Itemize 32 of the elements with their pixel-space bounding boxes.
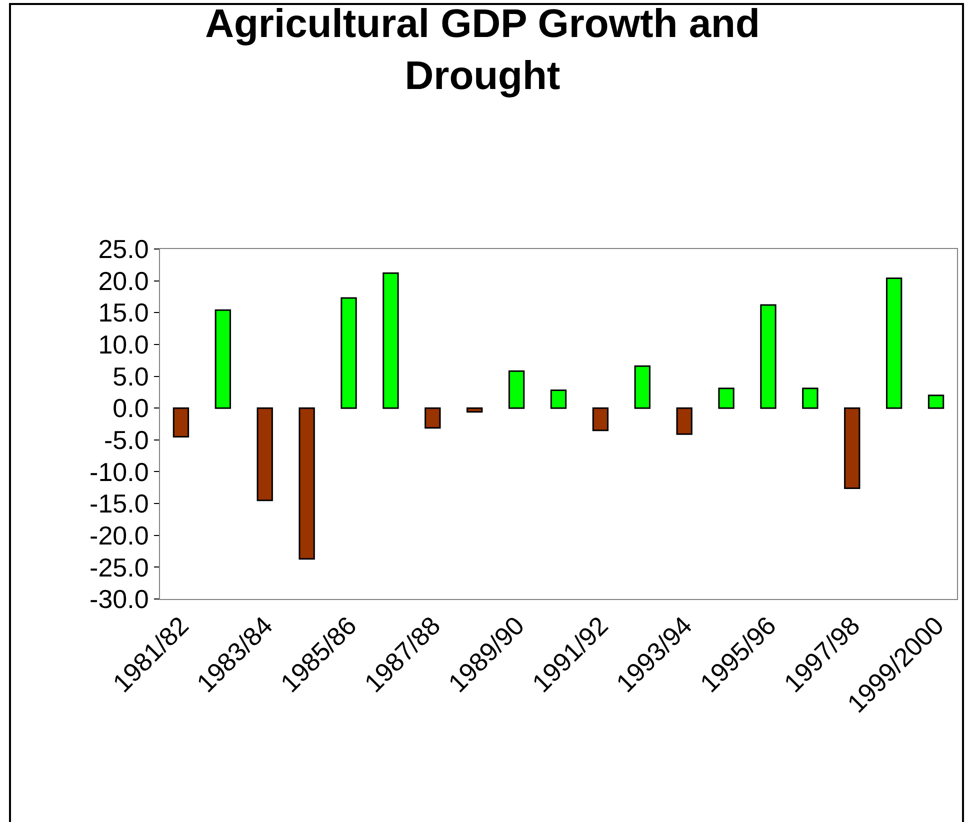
y-tick-label: 25.0	[98, 234, 149, 264]
y-tick-label: -15.0	[90, 488, 149, 519]
y-tick-label: 0.0	[112, 393, 149, 424]
bar	[508, 370, 525, 409]
y-tick-label: 15.0	[98, 298, 149, 328]
bar	[886, 278, 902, 409]
bar	[214, 309, 232, 409]
bar	[718, 388, 734, 409]
bar	[802, 388, 818, 409]
y-tick-label: -30.0	[90, 584, 149, 614]
bar	[676, 407, 692, 435]
bar	[424, 407, 441, 429]
bar	[340, 297, 357, 409]
bar	[550, 390, 567, 409]
chart-title: Agricultural GDP Growth and Drought	[205, 2, 760, 98]
bar	[382, 272, 399, 409]
bar	[844, 407, 860, 490]
y-tick-label: 5.0	[112, 361, 149, 392]
y-tick-label: -25.0	[90, 552, 149, 582]
y-tick-label: -5.0	[104, 425, 149, 456]
y-tick-label: -10.0	[90, 456, 149, 487]
bar	[760, 304, 776, 409]
bar	[256, 407, 273, 502]
bar	[298, 407, 315, 560]
y-tick-label: 20.0	[98, 266, 149, 296]
y-tick-label: 10.0	[98, 330, 149, 360]
bar	[592, 407, 609, 432]
bar	[466, 407, 483, 413]
bar	[928, 394, 944, 409]
bar	[172, 407, 190, 438]
y-tick-label: -20.0	[90, 520, 149, 550]
bar	[634, 365, 650, 409]
